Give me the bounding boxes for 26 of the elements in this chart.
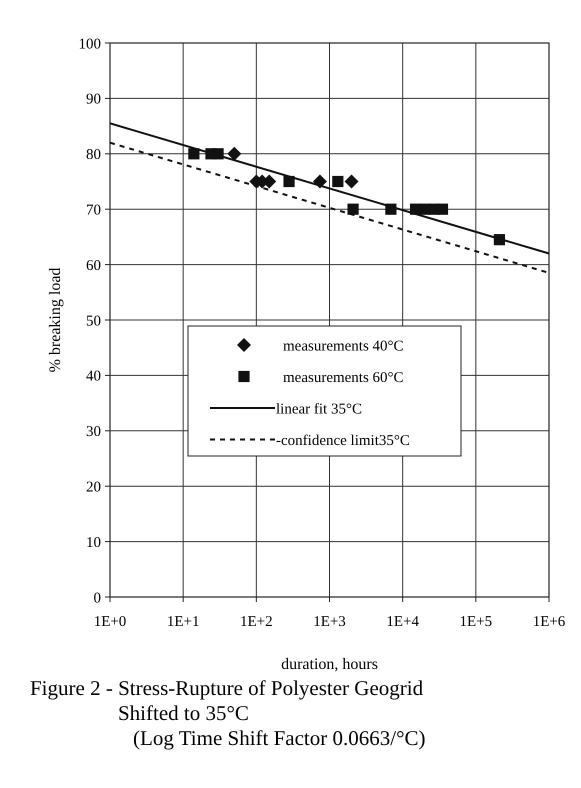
- x-tick-label: 1E+3: [313, 614, 346, 630]
- y-tick-label: 60: [86, 258, 101, 274]
- x-axis-title: duration, hours: [281, 656, 378, 673]
- y-tick-label: 70: [86, 202, 101, 218]
- y-tick-label: 30: [86, 424, 101, 440]
- y-tick-label: 20: [86, 479, 101, 496]
- x-tick-label: 1E+0: [94, 614, 126, 630]
- y-tick-label: 40: [86, 368, 101, 385]
- y-tick-label: 10: [86, 534, 101, 551]
- y-tick-label: 100: [78, 36, 101, 52]
- x-tick-label: 1E+4: [386, 614, 420, 630]
- y-tick-label: 0: [94, 590, 101, 606]
- legend-label: -confidence limit35°C: [276, 432, 410, 449]
- x-tick-label: 1E+6: [532, 614, 566, 630]
- legend-label: linear fit 35°C: [276, 401, 362, 418]
- text: (Log Time Shift Factor 0.0663/°C): [133, 726, 426, 750]
- x-tick-label: 1E+1: [166, 614, 200, 630]
- y-axis-title: % breaking load: [47, 268, 64, 372]
- y-tick-label: 50: [86, 313, 101, 330]
- x-tick-label: 1E+5: [460, 614, 492, 630]
- y-tick-label: 90: [86, 92, 101, 108]
- legend-label: measurements 60°C: [283, 370, 404, 386]
- y-tick-label: 80: [86, 147, 101, 164]
- text: Figure 2 - Stress-Rupture of Polyester Geogrid Shifted to 35°C: [30, 676, 424, 725]
- x-tick-label: 1E+2: [240, 614, 273, 630]
- legend-label: measurements 40°C: [283, 338, 404, 354]
